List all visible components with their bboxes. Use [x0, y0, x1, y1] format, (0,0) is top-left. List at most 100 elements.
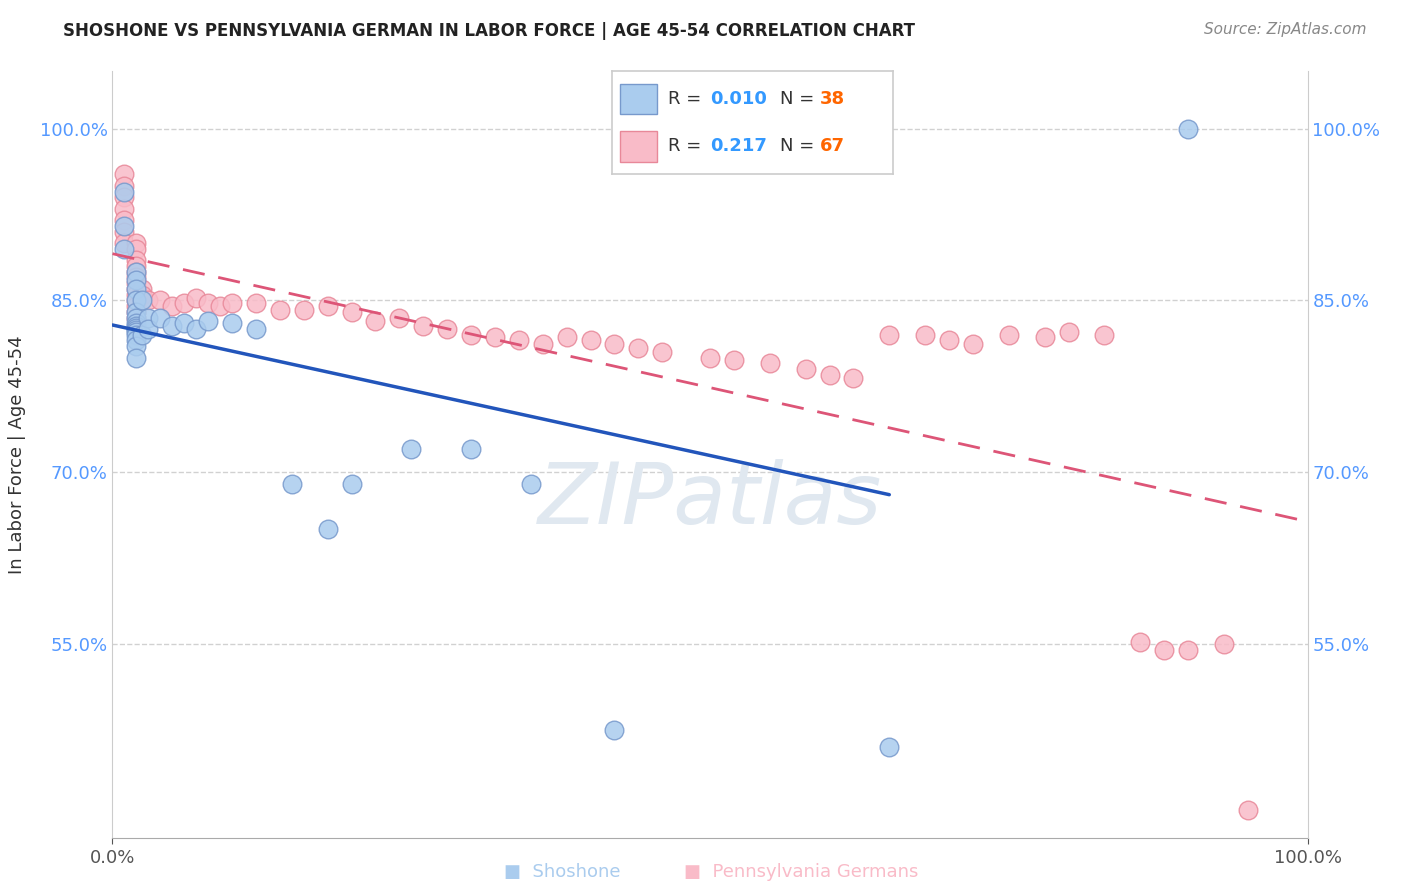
- Point: [520, 476, 543, 491]
- Point: [998, 327, 1021, 342]
- Point: [125, 327, 148, 342]
- Point: [1129, 634, 1152, 648]
- Point: [125, 293, 148, 308]
- Point: [1177, 642, 1199, 657]
- Point: [759, 356, 782, 370]
- Point: [125, 310, 148, 325]
- Point: [1237, 803, 1260, 817]
- Point: [221, 316, 243, 330]
- Point: [114, 236, 135, 251]
- Point: [1057, 326, 1080, 340]
- Point: [125, 310, 148, 325]
- Point: [114, 168, 135, 182]
- Point: [125, 305, 148, 319]
- Text: Source: ZipAtlas.com: Source: ZipAtlas.com: [1204, 22, 1367, 37]
- Point: [1033, 330, 1056, 344]
- Point: [723, 352, 745, 367]
- Point: [138, 293, 160, 308]
- Point: [114, 178, 135, 193]
- Point: [316, 522, 339, 536]
- Point: [138, 310, 160, 325]
- Point: [818, 368, 841, 382]
- Text: N =: N =: [780, 90, 820, 108]
- Point: [149, 293, 172, 308]
- Point: [125, 334, 148, 348]
- Point: [114, 219, 135, 233]
- Point: [340, 476, 363, 491]
- Point: [197, 314, 219, 328]
- Point: [125, 259, 148, 273]
- Point: [125, 265, 148, 279]
- Point: [364, 314, 387, 328]
- Point: [316, 299, 339, 313]
- Point: [484, 330, 506, 344]
- Text: R =: R =: [668, 90, 707, 108]
- Text: R =: R =: [668, 137, 707, 155]
- Point: [149, 310, 172, 325]
- Point: [1153, 642, 1175, 657]
- Point: [938, 334, 960, 348]
- Point: [879, 739, 901, 754]
- Point: [842, 371, 865, 385]
- Point: [138, 322, 160, 336]
- Point: [125, 299, 148, 313]
- Text: 0.217: 0.217: [710, 137, 766, 155]
- Point: [460, 442, 482, 457]
- Point: [186, 322, 208, 336]
- Point: [125, 323, 148, 337]
- Point: [125, 236, 148, 251]
- Point: [125, 242, 148, 256]
- Point: [508, 334, 530, 348]
- Point: [125, 287, 148, 301]
- Text: N =: N =: [780, 137, 820, 155]
- Point: [125, 265, 148, 279]
- Point: [340, 305, 363, 319]
- Point: [125, 339, 148, 353]
- Point: [125, 282, 148, 296]
- Point: [162, 318, 183, 333]
- Text: 0.010: 0.010: [710, 90, 766, 108]
- Point: [114, 185, 135, 199]
- Point: [131, 327, 153, 342]
- Point: [114, 242, 135, 256]
- Point: [125, 273, 148, 287]
- Point: [173, 295, 195, 310]
- Point: [603, 336, 626, 351]
- Text: 67: 67: [820, 137, 845, 155]
- Point: [125, 276, 148, 290]
- Point: [627, 342, 650, 356]
- Point: [186, 291, 208, 305]
- Point: [125, 305, 148, 319]
- Point: [245, 295, 267, 310]
- Point: [114, 213, 135, 227]
- Text: SHOSHONE VS PENNSYLVANIA GERMAN IN LABOR FORCE | AGE 45-54 CORRELATION CHART: SHOSHONE VS PENNSYLVANIA GERMAN IN LABOR…: [63, 22, 915, 40]
- Point: [1094, 327, 1116, 342]
- Point: [173, 316, 195, 330]
- Point: [460, 327, 482, 342]
- Point: [603, 723, 626, 737]
- Text: ZIPatlas: ZIPatlas: [538, 459, 882, 542]
- Point: [131, 282, 153, 296]
- Point: [125, 253, 148, 268]
- Point: [209, 299, 232, 313]
- Point: [269, 302, 291, 317]
- Point: [125, 316, 148, 330]
- Y-axis label: In Labor Force | Age 45-54: In Labor Force | Age 45-54: [7, 335, 25, 574]
- Point: [794, 362, 817, 376]
- Text: ■  Shoshone: ■ Shoshone: [505, 863, 620, 881]
- Point: [579, 334, 602, 348]
- Point: [555, 330, 578, 344]
- Point: [125, 270, 148, 285]
- Bar: [620, 84, 657, 114]
- Text: ■  Pennsylvania Germans: ■ Pennsylvania Germans: [685, 863, 918, 881]
- Point: [401, 442, 423, 457]
- Point: [962, 336, 984, 351]
- Point: [651, 344, 673, 359]
- Point: [125, 282, 148, 296]
- Point: [879, 327, 901, 342]
- Point: [388, 310, 411, 325]
- Point: [114, 225, 135, 239]
- Point: [114, 190, 135, 204]
- Point: [125, 318, 148, 333]
- Point: [131, 287, 153, 301]
